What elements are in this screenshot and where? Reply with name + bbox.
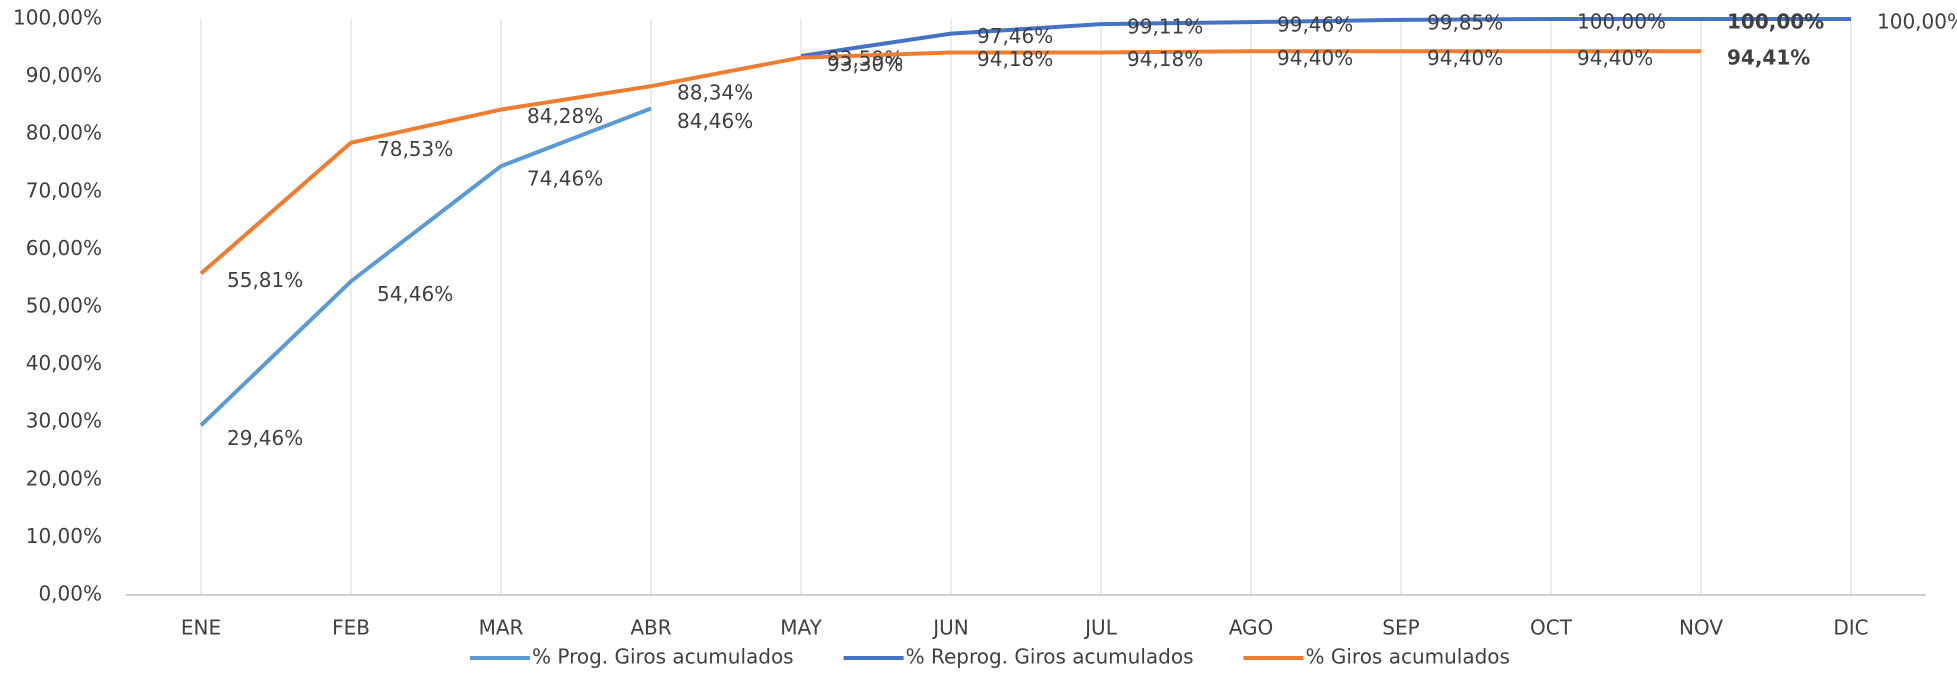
x-tick-label: DIC [1833, 616, 1868, 640]
data-label: 99,85% [1427, 10, 1503, 34]
x-tick-label: SEP [1382, 616, 1419, 640]
y-tick-label: 40,00% [26, 351, 102, 375]
data-label: 29,46% [227, 426, 303, 450]
x-tick-label: MAY [780, 616, 822, 640]
data-label: 55,81% [227, 268, 303, 292]
y-tick-label: 100,00% [13, 6, 102, 30]
legend-label: % Prog. Giros acumulados [532, 645, 794, 669]
data-label: 84,28% [527, 104, 603, 128]
data-label: 93,59% [827, 46, 903, 70]
data-label: 88,34% [677, 81, 753, 105]
data-label: 94,40% [1427, 46, 1503, 70]
legend-label: % Giros acumulados [1306, 645, 1510, 669]
series-line [800, 17, 1851, 58]
legend-label: % Reprog. Giros acumulados [906, 645, 1194, 669]
y-tick-label: 0,00% [38, 582, 102, 606]
series-line [199, 49, 1702, 276]
data-label: 99,11% [1127, 15, 1203, 39]
x-tick-label: FEB [332, 616, 370, 640]
data-label: 100,00% [1877, 10, 1957, 34]
data-label: 78,53% [377, 137, 453, 161]
series-line [199, 106, 652, 427]
data-label: 94,18% [1127, 47, 1203, 71]
data-label: 94,41% [1727, 46, 1810, 70]
x-tick-label: ABR [630, 616, 671, 640]
data-label: 93,30% [827, 52, 903, 76]
y-tick-label: 90,00% [26, 63, 102, 87]
data-label: 54,46% [377, 282, 453, 306]
x-tick-label: AGO [1229, 616, 1274, 640]
data-label: 99,46% [1277, 13, 1353, 37]
x-tick-label: JUN [931, 616, 969, 640]
x-tick-label: NOV [1679, 616, 1723, 640]
data-label: 97,46% [977, 24, 1053, 48]
y-tick-label: 70,00% [26, 178, 102, 202]
x-tick-label: JUL [1083, 616, 1118, 640]
data-label: 100,00% [1577, 10, 1666, 34]
y-tick-label: 50,00% [26, 294, 102, 318]
y-tick-label: 30,00% [26, 409, 102, 433]
data-label: 94,40% [1277, 46, 1353, 70]
y-tick-label: 10,00% [26, 524, 102, 548]
y-tick-label: 20,00% [26, 466, 102, 490]
y-tick-label: 60,00% [26, 236, 102, 260]
y-tick-label: 80,00% [26, 121, 102, 145]
x-tick-label: MAR [479, 616, 524, 640]
data-label: 100,00% [1727, 10, 1824, 34]
x-tick-label: ENE [181, 616, 221, 640]
data-label: 94,18% [977, 47, 1053, 71]
data-label: 74,46% [527, 167, 603, 191]
data-label: 84,46% [677, 109, 753, 133]
data-label: 94,40% [1577, 46, 1653, 70]
x-tick-label: OCT [1530, 616, 1573, 640]
